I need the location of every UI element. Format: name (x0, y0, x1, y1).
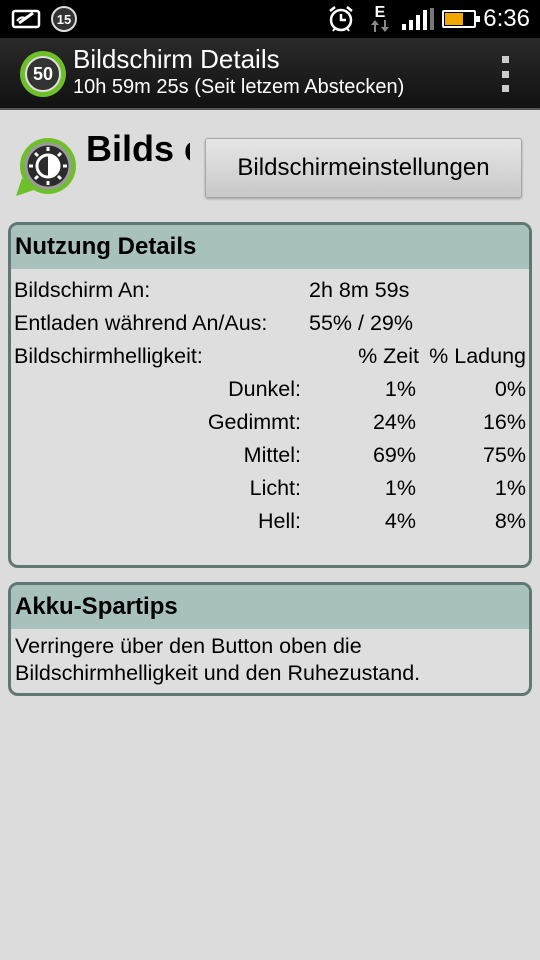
level-charge: 75% (482, 443, 526, 467)
screen-settings-button[interactable]: Bildschirmeinstellungen (205, 138, 522, 198)
level-charge: 16% (482, 410, 526, 434)
battery-tips-text: Verringere über den Button oben die Bild… (15, 634, 421, 685)
battery-tips-title: Akku-Spartips (11, 585, 529, 629)
overflow-menu-icon[interactable] (500, 56, 510, 92)
level-name: Hell: (257, 509, 301, 533)
column-header-time: % Zeit (358, 344, 419, 368)
usage-details-panel: Nutzung Details Bildschirm An: 2h 8m 59s… (8, 222, 532, 568)
level-name: Gedimmt: (207, 410, 301, 434)
battery-icon (439, 4, 480, 34)
clock: 6:36 (483, 5, 530, 32)
alarm-clock-icon (326, 4, 356, 34)
page-title: Bildschirm Details (73, 44, 280, 74)
status-bar: 15 E 6:36 (0, 0, 540, 38)
level-time: 69% (372, 443, 416, 467)
signal-bars-icon (402, 4, 434, 34)
level-charge: 0% (494, 377, 526, 401)
level-time: 4% (384, 509, 416, 533)
app-icon[interactable]: 50 (20, 51, 66, 97)
level-time: 24% (372, 410, 416, 434)
network-type: E (374, 4, 386, 21)
brightness-label: Bildschirmhelligkeit: (14, 344, 203, 368)
screen-on-value: 2h 8m 59s (309, 278, 410, 302)
screen-brightness-icon (12, 134, 80, 202)
level-charge: 8% (494, 509, 526, 533)
level-name: Licht: (249, 476, 301, 500)
level-charge: 1% (494, 476, 526, 500)
network-e-icon: E (368, 4, 392, 34)
section-title: Bilds chir… (86, 128, 190, 169)
app-icon-value: 50 (25, 56, 61, 92)
screen-on-label: Bildschirm An: (14, 278, 151, 302)
column-header-charge: % Ladung (429, 344, 526, 368)
level-time: 1% (384, 476, 416, 500)
level-name: Mittel: (243, 443, 301, 467)
notification-badge-icon: 15 (50, 4, 78, 34)
usage-details-title: Nutzung Details (11, 225, 529, 269)
action-bar: 50 Bildschirm Details 10h 59m 25s (Seit … (0, 38, 540, 110)
discharge-label: Entladen während An/Aus: (14, 311, 268, 335)
notification-count: 15 (51, 6, 77, 32)
battery-tips-panel: Akku-Spartips Verringere über den Button… (8, 582, 532, 696)
level-time: 1% (384, 377, 416, 401)
discharge-value: 55% / 29% (309, 311, 413, 335)
missed-call-icon (10, 4, 44, 34)
level-name: Dunkel: (228, 377, 301, 401)
page-subtitle: 10h 59m 25s (Seit letzem Abstecken) (73, 76, 405, 98)
